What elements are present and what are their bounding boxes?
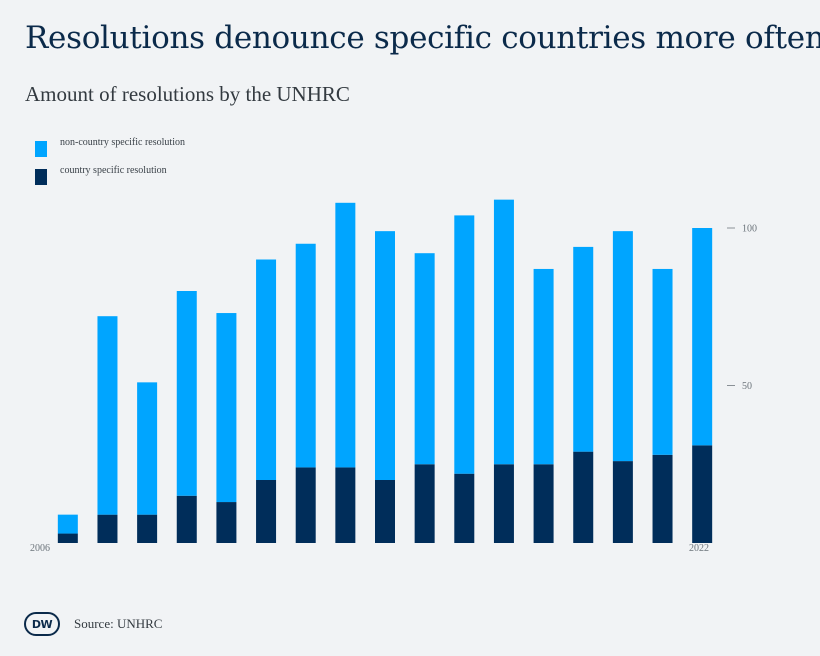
bar-country-2020 (612, 461, 633, 543)
bar-non-country-2021 (652, 268, 673, 455)
bar-non-country-2009 (176, 291, 197, 496)
x-tick-label-2022: 2022 (689, 543, 709, 554)
source-note: Source: UNHRC (74, 616, 163, 631)
bar-non-country-2018 (533, 268, 554, 465)
bar-country-2007 (97, 514, 118, 543)
bar-country-2022 (692, 445, 713, 543)
bar-non-country-2010 (216, 313, 237, 503)
bar-country-2010 (216, 502, 237, 543)
bar-country-2015 (414, 464, 435, 543)
bar-country-2016 (454, 473, 475, 543)
x-tick-label-2006: 2006 (30, 543, 50, 554)
legend-label-country: country specific resolution (60, 165, 167, 176)
bar-non-country-2017 (493, 199, 514, 465)
bar-country-2021 (652, 454, 673, 543)
bar-non-country-2006 (57, 514, 78, 534)
legend-label-non-country: non-country specific resolution (60, 137, 185, 148)
legend-item-country: country specific resolution (35, 164, 185, 192)
y-tick-label-100: 100 (742, 224, 757, 235)
bar-country-2013 (335, 467, 356, 543)
dw-logo-text: DW (31, 617, 53, 631)
y-tick-label-50: 50 (742, 381, 752, 392)
bar-country-2018 (533, 464, 554, 543)
legend-swatch-country (35, 169, 47, 185)
bar-non-country-2019 (573, 246, 594, 452)
chart-subtitle: Amount of resolutions by the UNHRC (25, 82, 350, 106)
bar-country-2012 (295, 467, 316, 543)
legend-swatch-non-country (35, 141, 47, 157)
bar-non-country-2011 (256, 259, 277, 480)
bar-country-2008 (137, 514, 158, 543)
bar-country-2009 (176, 495, 197, 543)
bar-non-country-2022 (692, 228, 713, 446)
bar-non-country-2013 (335, 202, 356, 468)
dw-logo: DW (24, 612, 60, 636)
bar-non-country-2007 (97, 316, 118, 515)
bar-non-country-2014 (375, 231, 395, 480)
legend: non-country specific resolution country … (35, 136, 185, 192)
bar-country-2019 (573, 451, 594, 543)
bar-country-2017 (493, 464, 514, 543)
footer: DW Source: UNHRC (24, 612, 162, 636)
bar-non-country-2016 (454, 215, 475, 474)
bar-non-country-2012 (295, 243, 316, 468)
chart-title: Resolutions denounce specific countries … (25, 20, 820, 56)
bar-non-country-2008 (137, 382, 158, 515)
bar-country-2006 (57, 533, 78, 543)
legend-item-non-country: non-country specific resolution (35, 136, 185, 164)
bar-non-country-2020 (612, 231, 633, 462)
bar-country-2014 (375, 480, 395, 543)
bar-country-2011 (256, 480, 277, 543)
bar-non-country-2015 (414, 253, 435, 465)
